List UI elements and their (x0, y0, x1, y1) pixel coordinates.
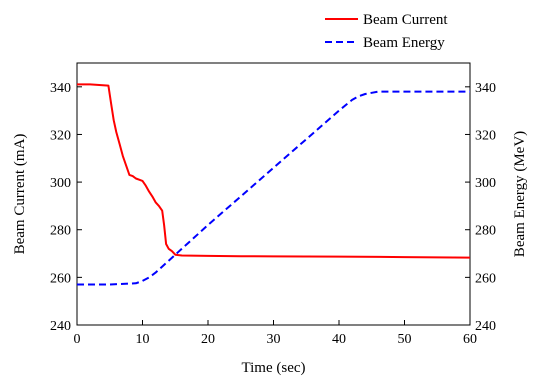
x-axis-title: Time (sec) (241, 360, 305, 376)
x-tick-label: 30 (267, 332, 281, 347)
left-y-tick-label: 300 (50, 176, 71, 191)
right-y-axis-ticks: 240 260 280 300 320 340 (465, 81, 496, 334)
right-y-tick-label: 300 (475, 176, 496, 191)
left-y-tick-label: 260 (50, 271, 71, 286)
left-y-axis-title: Beam Current (mA) (12, 134, 28, 255)
left-y-tick-label: 280 (50, 224, 71, 239)
series-layer (77, 83, 471, 286)
x-tick-label: 40 (332, 332, 346, 347)
right-y-tick-label: 340 (475, 81, 496, 96)
right-y-tick-label: 260 (475, 271, 496, 286)
left-y-tick-label: 340 (50, 81, 71, 96)
legend-label-beam-energy: Beam Energy (363, 35, 445, 51)
right-y-axis-title: Beam Energy (MeV) (512, 131, 528, 257)
right-y-tick-label: 280 (475, 224, 496, 239)
series-line-beam-current (77, 83, 471, 259)
x-tick-label: 20 (201, 332, 215, 347)
x-axis-ticks: 0 10 20 30 40 50 60 (74, 320, 477, 347)
x-tick-label: 50 (398, 332, 412, 347)
plot-frame (76, 62, 471, 326)
x-tick-label: 10 (136, 332, 150, 347)
x-tick-label: 60 (463, 332, 477, 347)
legend: Beam Current Beam Energy (325, 12, 448, 51)
left-y-axis-ticks: 240 260 280 300 320 340 (50, 81, 82, 334)
right-y-tick-label: 240 (475, 319, 496, 334)
legend-label-beam-current: Beam Current (363, 12, 448, 28)
left-y-tick-label: 320 (50, 128, 71, 143)
right-y-tick-label: 320 (475, 128, 496, 143)
left-y-tick-label: 240 (50, 319, 71, 334)
x-tick-label: 0 (74, 332, 81, 347)
series-line-beam-energy (77, 90, 470, 286)
